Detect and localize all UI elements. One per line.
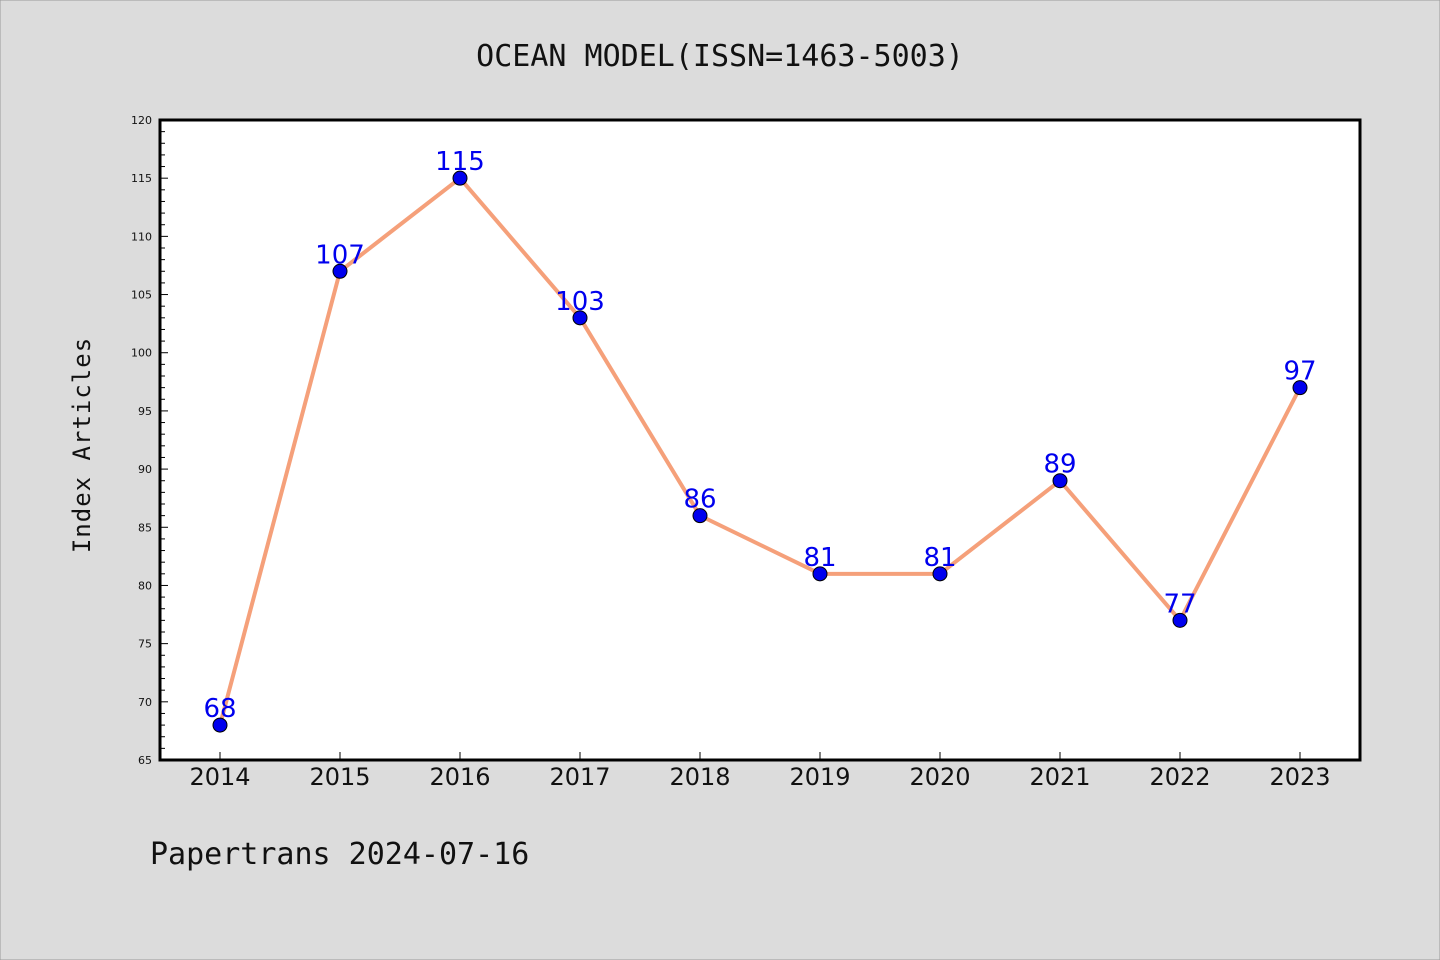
data-label-2016: 115 — [435, 147, 485, 177]
y-tick-label: 100 — [131, 347, 152, 360]
data-label-2021: 89 — [1043, 450, 1076, 480]
y-tick-label: 85 — [138, 521, 152, 534]
data-point-2023 — [1292, 380, 1308, 396]
data-point-2022 — [1172, 612, 1188, 628]
x-tick-label: 2022 — [1149, 763, 1210, 791]
data-label-2022: 77 — [1163, 589, 1196, 619]
data-point-2018 — [692, 508, 708, 524]
x-tick-label: 2018 — [669, 763, 730, 791]
x-axis: 2014 2015 2016 2017 2018 2019 2020 2021 2022 2023 — [189, 752, 1331, 791]
y-tick-label: 115 — [131, 172, 152, 185]
x-tick-label: 2023 — [1269, 763, 1330, 791]
y-tick-label: 80 — [138, 579, 152, 592]
x-tick-label: 2020 — [909, 763, 970, 791]
x-tick-label: 2019 — [789, 763, 850, 791]
data-label-2019: 81 — [803, 543, 836, 573]
data-label-2015: 107 — [315, 240, 365, 270]
chart-title: OCEAN MODEL(ISSN=1463-5003) — [476, 39, 964, 74]
data-label-2018: 86 — [683, 485, 716, 515]
data-point-2020 — [932, 566, 948, 582]
y-tick-label: 110 — [131, 230, 152, 243]
y-tick-label: 70 — [138, 696, 152, 709]
y-tick-label: 90 — [138, 463, 152, 476]
y-tick-label: 65 — [138, 754, 152, 767]
x-tick-label: 2015 — [309, 763, 370, 791]
data-label-2014: 68 — [203, 694, 236, 724]
y-tick-label: 75 — [138, 638, 152, 651]
series-group: 68 107 115 103 86 81 81 89 77 97 — [203, 147, 1317, 733]
plot-area — [158, 118, 1362, 762]
data-label-2020: 81 — [923, 543, 956, 573]
data-point-2016 — [452, 170, 468, 186]
y-axis-label: Index Articles — [68, 337, 96, 553]
data-point-2019 — [812, 566, 828, 582]
x-tick-label: 2017 — [549, 763, 610, 791]
y-axis: 65 70 75 80 85 90 95 100 105 110 115 120 — [131, 114, 168, 767]
y-tick-label: 95 — [138, 405, 152, 418]
data-label-2017: 103 — [555, 287, 605, 317]
x-tick-label: 2014 — [189, 763, 250, 791]
x-tick-label: 2021 — [1029, 763, 1090, 791]
data-point-2021 — [1052, 473, 1068, 489]
data-point-2014 — [212, 717, 228, 733]
x-tick-label: 2016 — [429, 763, 490, 791]
data-point-2015 — [332, 263, 348, 279]
series-line — [218, 176, 1302, 728]
data-label-2023: 97 — [1283, 357, 1316, 387]
footer-credit: Papertrans 2024-07-16 — [150, 837, 529, 872]
data-point-2017 — [572, 310, 588, 326]
y-tick-label: 105 — [131, 289, 152, 302]
y-tick-label: 120 — [131, 114, 152, 127]
